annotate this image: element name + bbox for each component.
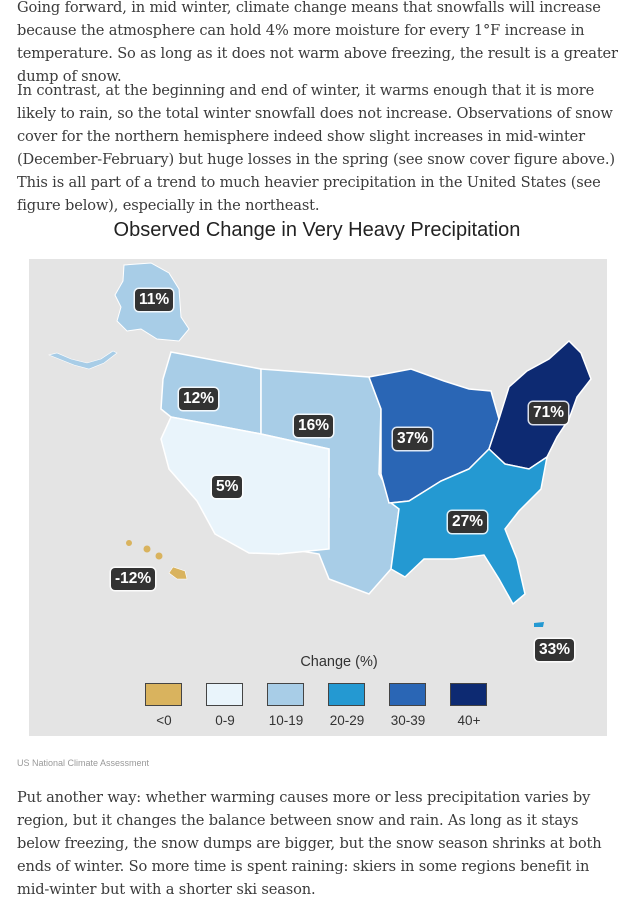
region-hawaii	[168, 566, 188, 580]
legend-label: 0-9	[215, 713, 235, 728]
great-plains-value-badge: 16%	[294, 415, 334, 437]
puerto-rico-value-badge: 33%	[535, 639, 575, 661]
article-paragraph: Put another way: whether warming causes …	[17, 789, 602, 898]
article-paragraph: In contrast, at the beginning and end of…	[17, 82, 615, 214]
legend-label: 10-19	[268, 713, 304, 728]
alaska-value-badge: 11%	[135, 289, 174, 311]
legend-swatch	[145, 683, 182, 706]
legend-label: 20-29	[329, 713, 365, 728]
legend-swatch	[450, 683, 487, 706]
region-hawaii-island	[155, 552, 163, 560]
region-hawaii-island	[126, 540, 132, 546]
legend-swatch	[389, 683, 426, 706]
legend-label: 30-39	[390, 713, 426, 728]
legend-label: 40+	[457, 713, 481, 728]
legend-swatch	[206, 683, 243, 706]
legend-swatch	[267, 683, 304, 706]
article-paragraph: Going forward, in mid winter, climate ch…	[17, 0, 618, 85]
legend-title: Change (%)	[300, 654, 378, 670]
region-puerto-rico	[534, 622, 544, 627]
northwest-value-badge: 12%	[179, 388, 219, 410]
precipitation-map: 11% 12% 16% 5% 37% 71% 27% -12% 33% Chan…	[29, 259, 607, 736]
northeast-value-badge: 71%	[529, 402, 569, 424]
legend-label: <0	[156, 713, 172, 728]
figure-title: Observed Change in Very Heavy Precipitat…	[113, 219, 521, 241]
figure-credit: US National Climate Assessment	[17, 758, 150, 768]
region-alaska-islands	[48, 350, 118, 370]
hawaii-value-badge: -12%	[111, 568, 156, 590]
midwest-value-badge: 37%	[393, 428, 433, 450]
region-southwest	[160, 416, 330, 555]
southeast-value-badge: 27%	[448, 511, 488, 533]
region-hawaii-island	[143, 545, 151, 553]
southwest-value-badge: 5%	[212, 476, 243, 498]
legend-swatch	[328, 683, 365, 706]
